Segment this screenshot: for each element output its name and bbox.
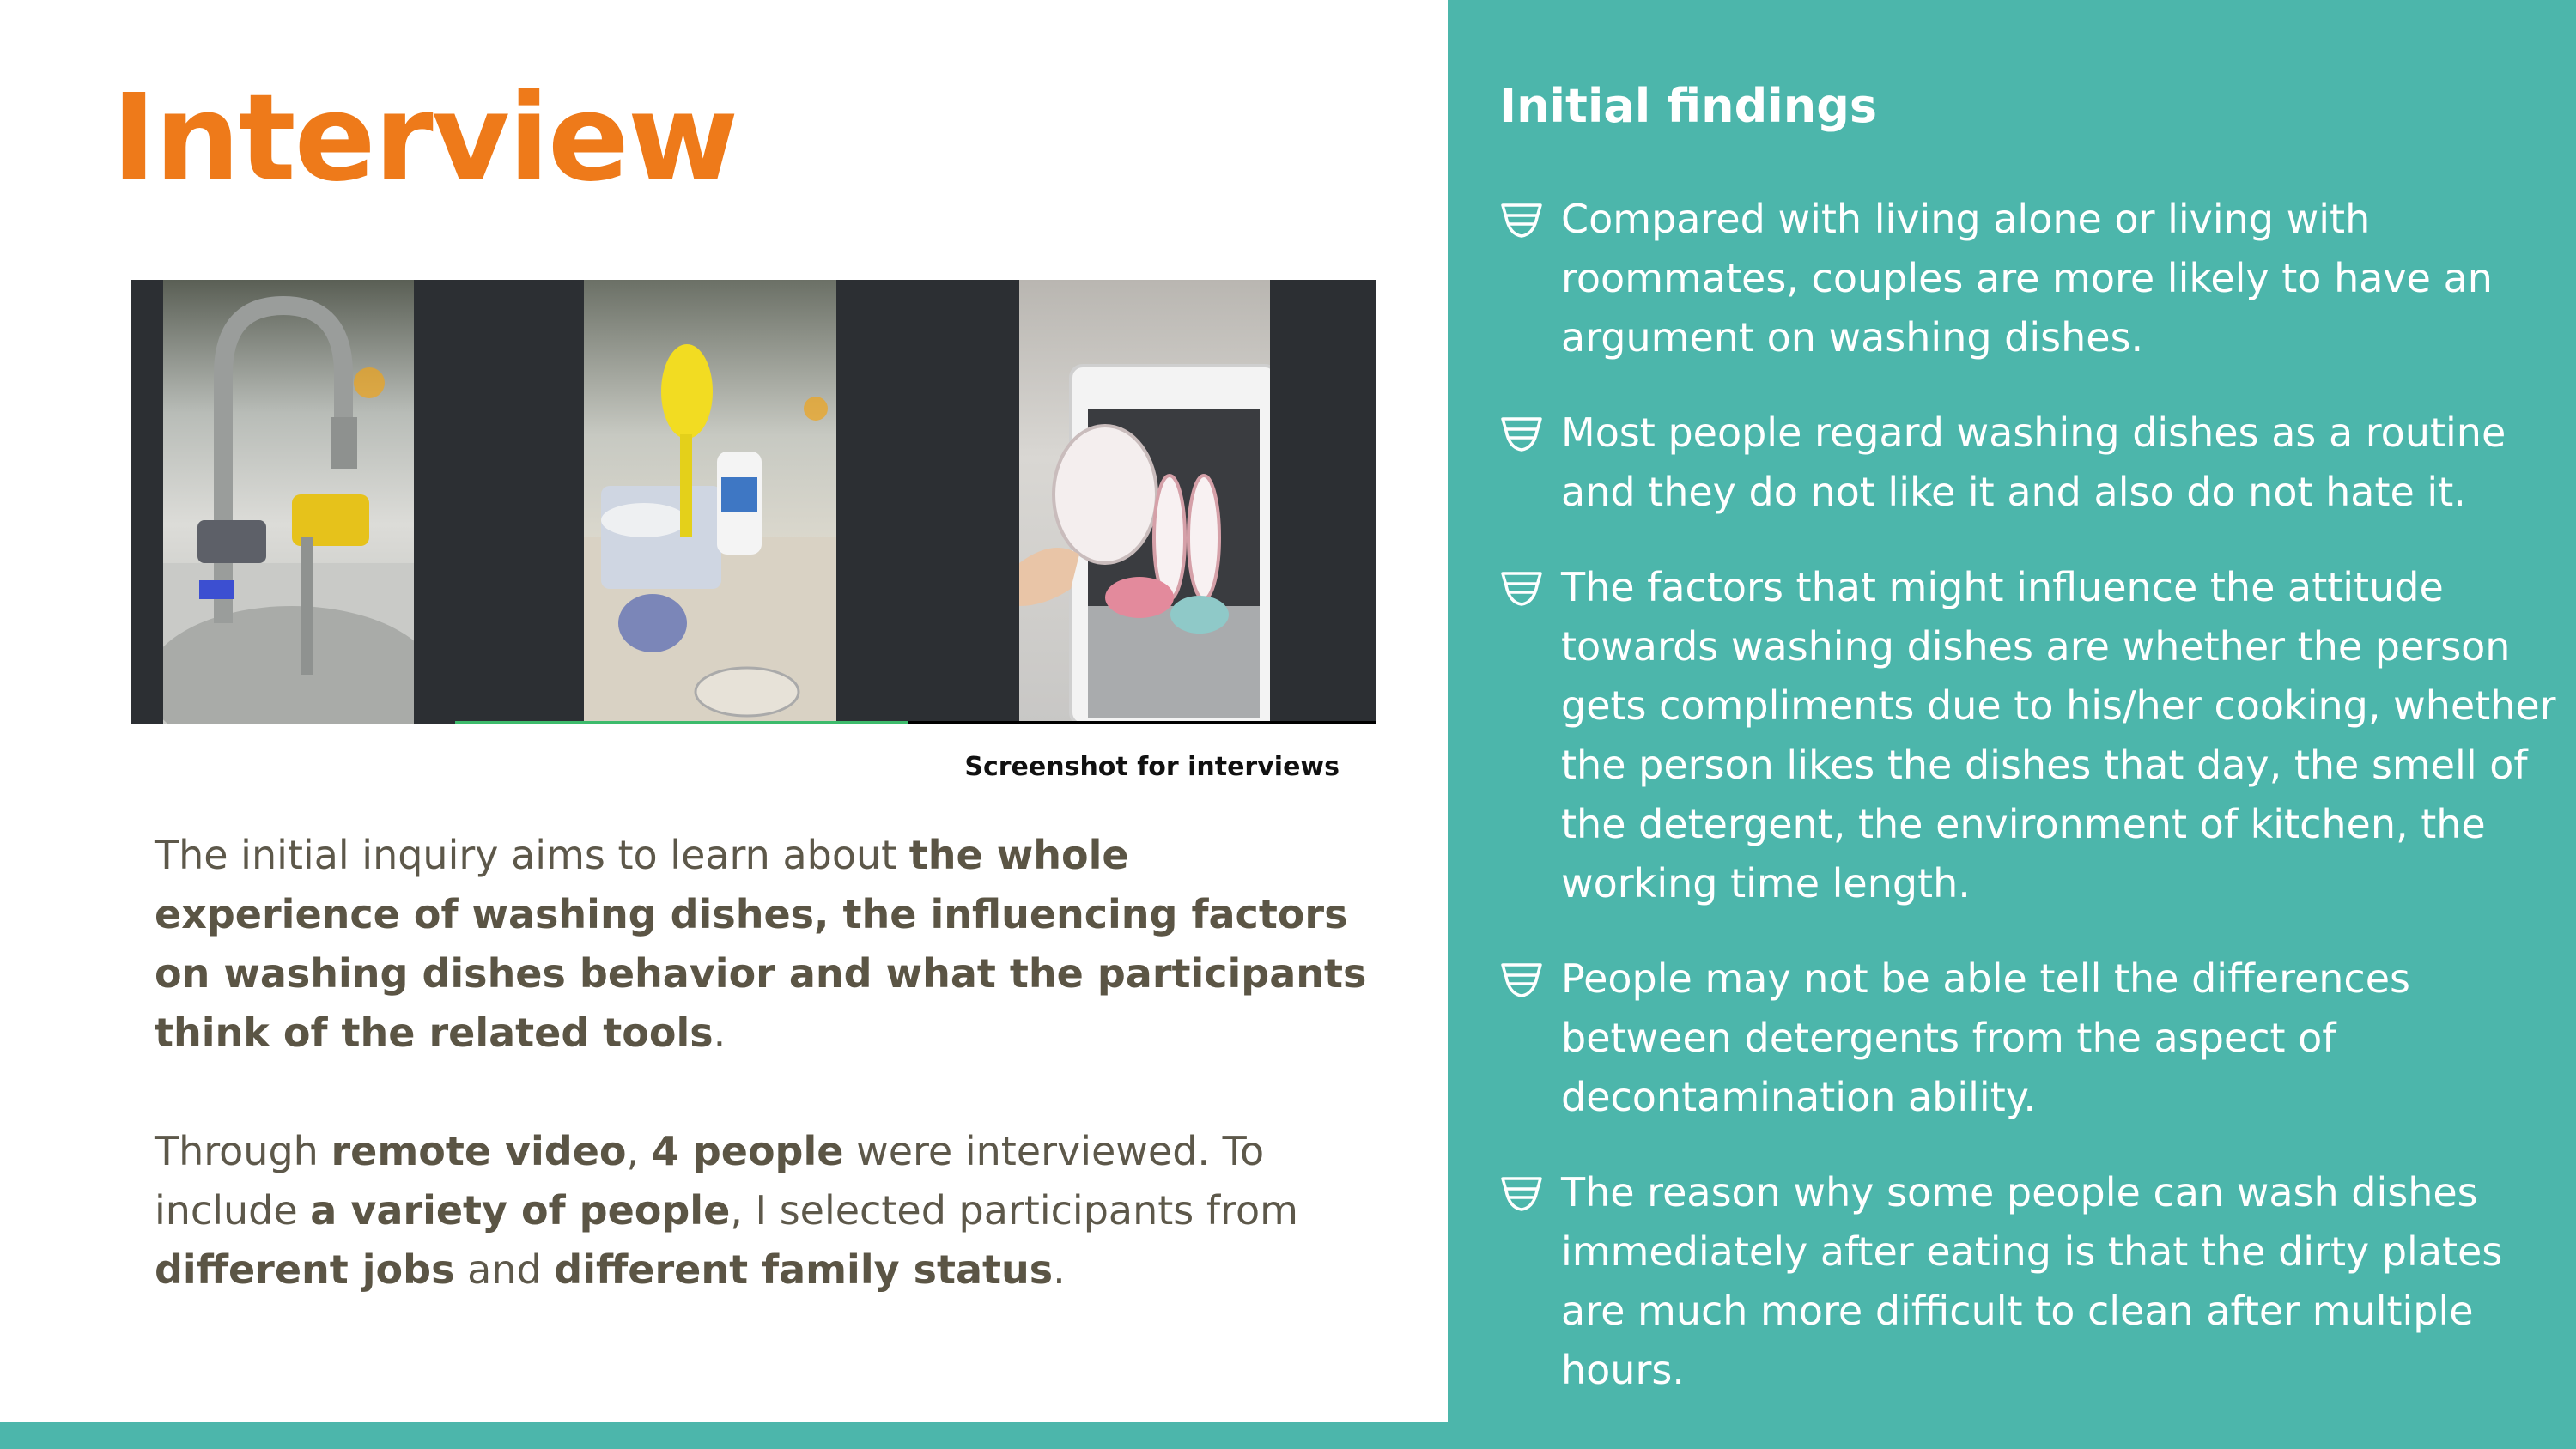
- text-run-bold: different family status: [554, 1246, 1054, 1293]
- video-tile-sink-tools: [584, 280, 836, 724]
- video-tile-dishwasher: [1019, 280, 1270, 724]
- bowl-icon: [1501, 203, 1542, 238]
- finding-text: Compared with living alone or living wit…: [1561, 196, 2493, 361]
- findings-panel: [1448, 0, 2576, 1422]
- video-strip-bottom-border: [908, 721, 1376, 724]
- text-run: and: [454, 1246, 555, 1293]
- left-panel: Interview: [112, 69, 1376, 1300]
- text-run: .: [713, 1009, 726, 1056]
- text-run-bold: 4 people: [651, 1128, 844, 1174]
- text-run: ,: [626, 1128, 652, 1174]
- bowl-icon: [1501, 1177, 1542, 1211]
- text-run: , I selected participants from: [730, 1187, 1298, 1234]
- video-caption: Screenshot for interviews: [964, 752, 1340, 782]
- text-run: .: [1053, 1246, 1066, 1293]
- bowl-icon: [1501, 417, 1542, 452]
- footer-bar: [0, 1422, 2576, 1449]
- text-run-bold: remote video: [331, 1128, 627, 1174]
- page-title: Interview: [112, 69, 738, 209]
- text-run-bold: the whole experience of washing dishes, …: [155, 832, 1367, 1056]
- method-paragraph: Through remote video, 4 people were inte…: [155, 1122, 1374, 1300]
- active-speaker-indicator: [455, 721, 908, 724]
- interview-video-screenshot: [131, 280, 1376, 724]
- bowl-icon: [1501, 963, 1542, 997]
- text-run-bold: different jobs: [155, 1246, 455, 1293]
- text-run: were interviewed. To include: [155, 1128, 1265, 1234]
- inquiry-paragraph: The initial inquiry aims to learn about …: [155, 826, 1374, 1063]
- text-run: Through: [155, 1128, 331, 1174]
- finding-text: People may not be able tell the differen…: [1561, 955, 2410, 1120]
- finding-text: The reason why some people can wash dish…: [1561, 1169, 2503, 1393]
- video-tile-kitchen-sink: [163, 280, 414, 724]
- bowl-icon: [1501, 572, 1542, 606]
- finding-text: The factors that might influence the att…: [1561, 564, 2556, 906]
- text-run-bold: a variety of people: [310, 1187, 731, 1234]
- text-run: The initial inquiry aims to learn about: [155, 832, 909, 878]
- findings-title: Initial findings: [1499, 79, 1877, 133]
- finding-text: Most people regard washing dishes as a r…: [1561, 409, 2506, 515]
